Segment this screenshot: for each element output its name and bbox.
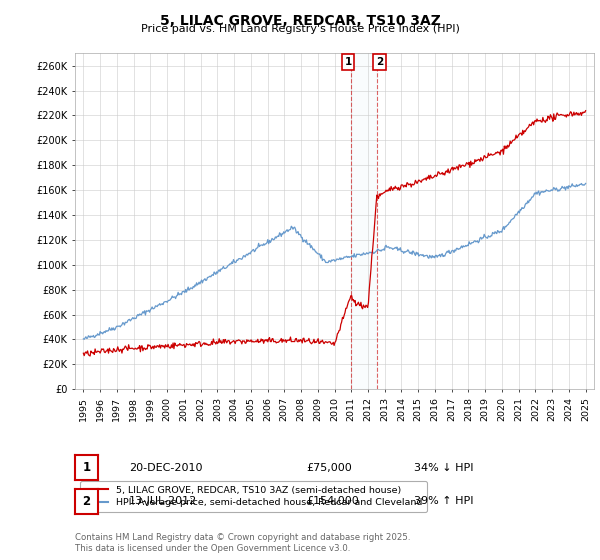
Legend: 5, LILAC GROVE, REDCAR, TS10 3AZ (semi-detached house), HPI: Average price, semi: 5, LILAC GROVE, REDCAR, TS10 3AZ (semi-d… xyxy=(80,481,427,512)
Text: Price paid vs. HM Land Registry's House Price Index (HPI): Price paid vs. HM Land Registry's House … xyxy=(140,24,460,34)
Text: £75,000: £75,000 xyxy=(306,463,352,473)
Text: 2: 2 xyxy=(82,494,91,508)
Text: £154,000: £154,000 xyxy=(306,496,359,506)
Text: 1: 1 xyxy=(82,461,91,474)
Text: 20-DEC-2010: 20-DEC-2010 xyxy=(129,463,203,473)
Text: 1: 1 xyxy=(344,57,352,67)
Text: 13-JUL-2012: 13-JUL-2012 xyxy=(129,496,197,506)
Text: 5, LILAC GROVE, REDCAR, TS10 3AZ: 5, LILAC GROVE, REDCAR, TS10 3AZ xyxy=(160,14,440,28)
Text: Contains HM Land Registry data © Crown copyright and database right 2025.
This d: Contains HM Land Registry data © Crown c… xyxy=(75,533,410,553)
Text: 39% ↑ HPI: 39% ↑ HPI xyxy=(414,496,473,506)
Bar xyxy=(351,53,377,389)
Text: 2: 2 xyxy=(376,57,383,67)
Text: 34% ↓ HPI: 34% ↓ HPI xyxy=(414,463,473,473)
